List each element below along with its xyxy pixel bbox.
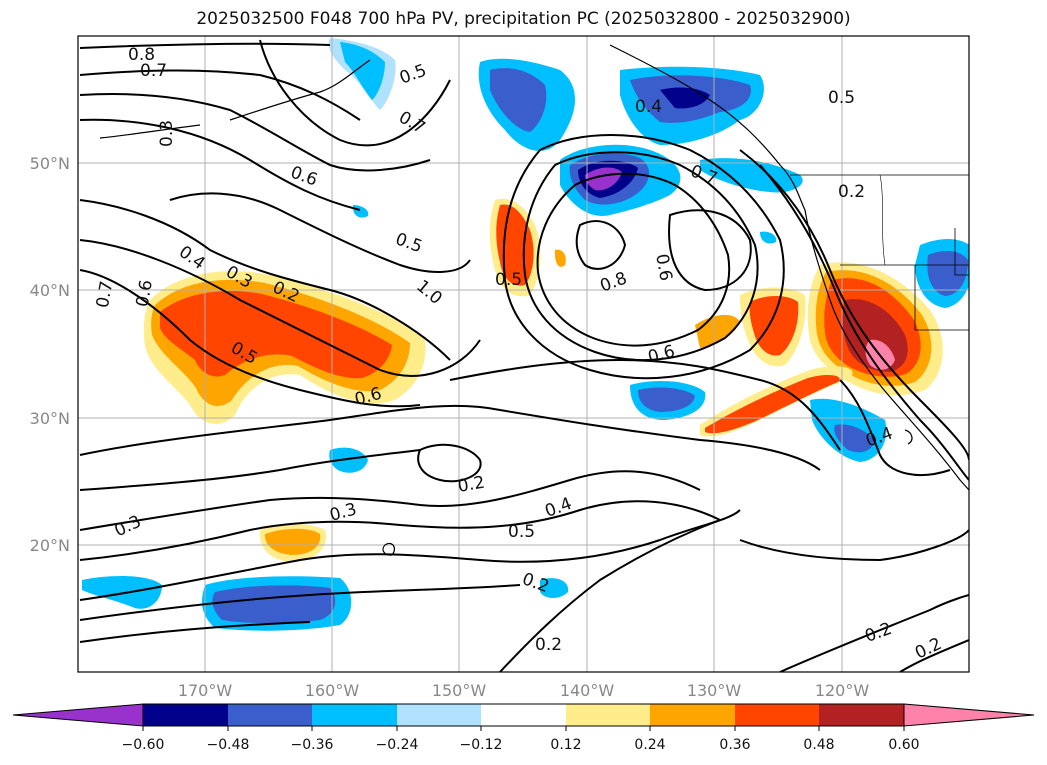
contour-label: 0.7 xyxy=(93,279,117,309)
contour-label: 0.2 xyxy=(535,635,562,655)
colorbar-segment xyxy=(312,704,397,726)
coastlines xyxy=(99,44,969,556)
contour-label: 0.6 xyxy=(133,278,157,308)
colorbar-segment xyxy=(481,704,566,726)
pv-contours xyxy=(79,39,969,672)
map-title: 2025032500 F048 700 hPa PV, precipitatio… xyxy=(196,9,851,29)
lon-label: 140°W xyxy=(560,681,615,700)
colorbar-segment xyxy=(650,704,735,726)
colorbar-tick-label: 0.60 xyxy=(888,737,919,753)
colorbar-tick-label: −0.36 xyxy=(291,737,334,753)
contour-label: 0.2 xyxy=(838,182,865,202)
colorbar-ticks xyxy=(142,726,905,731)
colorbar-segment xyxy=(228,704,312,726)
colorbar-tick-label: −0.24 xyxy=(376,737,419,753)
lon-label: 120°W xyxy=(815,681,870,700)
contour-label: 0.2 xyxy=(456,473,486,497)
contour-label: 0.3 xyxy=(157,120,177,147)
colorbar-tick-label: 0.12 xyxy=(550,737,581,753)
colorbar-extend-left xyxy=(12,703,144,727)
colorbar-tick-label: −0.60 xyxy=(122,737,165,753)
contour-labels: 0.8 0.7 0.3 0.6 0.5 0.7 0.4 0.5 0.7 0.2 … xyxy=(93,45,945,664)
contour-label: 0.5 xyxy=(508,522,535,542)
lon-label: 150°W xyxy=(432,681,487,700)
lat-label: 20°N xyxy=(30,536,70,555)
colorbar-segment xyxy=(143,704,228,726)
lat-label: 50°N xyxy=(30,154,70,173)
colorbar-extend-right xyxy=(903,703,1035,727)
contour-label: 0.4 xyxy=(635,97,662,117)
colorbar-segment xyxy=(819,704,904,726)
lon-label: 160°W xyxy=(305,681,360,700)
colorbar-tick-label: 0.48 xyxy=(803,737,834,753)
contour-label: 0.8 xyxy=(128,45,155,65)
colorbar-tick-label: 0.24 xyxy=(634,737,665,753)
colorbar-tick-label: 0.36 xyxy=(719,737,750,753)
colorbar-segment xyxy=(566,704,650,726)
longitude-labels: 170°W 160°W 150°W 140°W 130°W 120°W xyxy=(178,681,870,700)
colorbar-tick-label: −0.12 xyxy=(460,737,503,753)
colorbar-segment xyxy=(735,704,819,726)
lon-label: 130°W xyxy=(687,681,742,700)
colorbar-segment xyxy=(397,704,481,726)
lon-label: 170°W xyxy=(178,681,233,700)
lat-label: 30°N xyxy=(30,409,70,428)
contour-label: 0.5 xyxy=(828,88,855,108)
precip-positive-shading xyxy=(143,198,943,562)
map-frame xyxy=(77,35,970,673)
contour-label: 0.6 xyxy=(651,252,675,282)
colorbar-tick-label: −0.48 xyxy=(207,737,250,753)
contour-label: 0.7 xyxy=(140,61,167,81)
gridlines xyxy=(78,36,969,672)
lat-label: 40°N xyxy=(30,281,70,300)
contour-label: 0.5 xyxy=(495,270,522,290)
latitude-labels: 50°N 40°N 30°N 20°N xyxy=(30,154,70,555)
colorbar-frame xyxy=(142,703,905,727)
colorbar: −0.60 −0.48 −0.36 −0.24 −0.12 0.12 0.24 … xyxy=(12,703,1035,753)
